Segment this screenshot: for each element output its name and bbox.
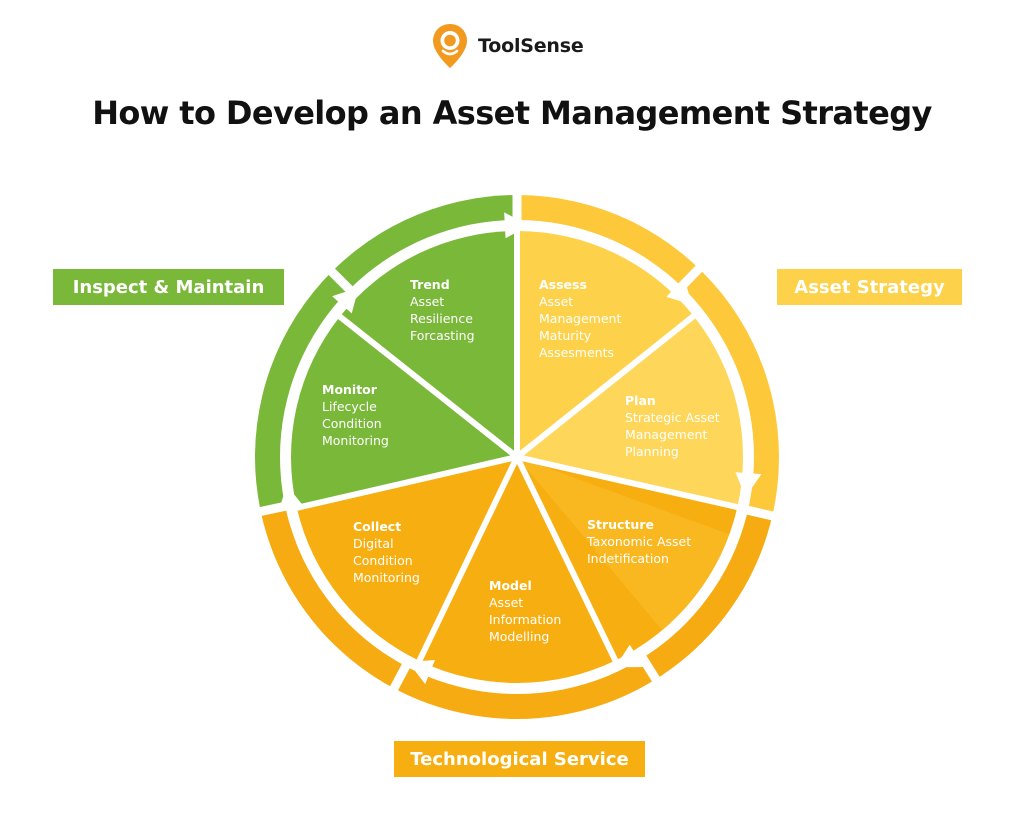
segment-line: Taxonomic Asset xyxy=(586,534,691,549)
arrow-head-6 xyxy=(504,212,530,239)
arrow-head-0 xyxy=(666,277,693,305)
segment-divider-1 xyxy=(515,312,698,460)
segment-1 xyxy=(517,316,743,508)
segment-line: Resilience xyxy=(410,311,473,326)
segment-transition xyxy=(517,457,730,631)
brand-name: ToolSense xyxy=(478,35,584,57)
segment-line: Asset xyxy=(410,294,444,309)
arrow-arc-2 xyxy=(630,542,737,662)
arrow-arc-3 xyxy=(424,666,587,694)
segment-line: Strategic Asset xyxy=(625,410,720,425)
tag-asset-strategy: Asset Strategy xyxy=(777,269,962,305)
ring-divider-3 xyxy=(636,652,661,684)
segment-line: Planning xyxy=(625,444,679,459)
segment-divider-5 xyxy=(294,454,518,512)
segment-4 xyxy=(296,457,517,661)
segment-line: Condition xyxy=(322,416,382,431)
segment-title: Monitor xyxy=(322,382,378,397)
segment-line: Forcasting xyxy=(410,328,475,343)
location-pin-icon xyxy=(433,24,467,68)
arrow-head-4 xyxy=(278,485,304,513)
segment-line: Information xyxy=(489,612,561,627)
segment-label-assess: Assess Asset Management Maturity Assesments xyxy=(539,277,621,360)
segment-divider-2 xyxy=(516,454,740,511)
arrow-head-1 xyxy=(735,472,762,498)
segment-line: Management xyxy=(625,427,707,442)
segment-line: Modelling xyxy=(489,629,549,644)
segment-label-monitor: Monitor Lifecycle Condition Monitoring xyxy=(322,382,389,448)
segment-label-model: Model Asset Information Modelling xyxy=(489,578,561,644)
segment-line: Condition xyxy=(353,553,413,568)
arrow-head-5 xyxy=(332,287,359,314)
segment-title: Collect xyxy=(353,519,401,534)
segment-line: Lifecycle xyxy=(322,399,377,414)
segment-title: Model xyxy=(489,578,532,593)
segment-line: Digital xyxy=(353,536,394,551)
tag-inspect-maintain: Inspect & Maintain xyxy=(53,269,284,305)
inner-segments xyxy=(257,193,776,693)
segment-6 xyxy=(339,231,517,457)
tag-technological-service: Technological Service xyxy=(394,741,645,777)
page-title: How to Develop an Asset Management Strat… xyxy=(92,94,932,132)
segment-line: Indetification xyxy=(587,551,669,566)
arrow-arc-5 xyxy=(280,298,348,454)
brand-logo: ToolSense xyxy=(432,22,584,70)
arrow-head-3 xyxy=(408,660,435,685)
segment-divider-3 xyxy=(514,455,619,664)
segment-line: Maturity xyxy=(539,328,592,343)
segment-line: Asset xyxy=(489,595,523,610)
segment-line: Monitoring xyxy=(322,433,389,448)
segment-labels: Assess Asset Management Maturity Assesments P… xyxy=(322,277,720,644)
segment-title: Assess xyxy=(539,277,587,292)
segment-title: Plan xyxy=(625,393,656,408)
segment-line: Asset xyxy=(539,294,573,309)
ring-divider-4 xyxy=(389,660,412,693)
segment-divider-6 xyxy=(336,313,519,460)
segment-3 xyxy=(419,457,616,683)
ring-divider-2 xyxy=(743,505,776,521)
arrow-arc-6 xyxy=(371,220,510,278)
cycle-arrows xyxy=(278,212,762,694)
segment-label-structure: Structure Taxonomic Asset Indetification xyxy=(586,517,691,566)
segment-line: Management xyxy=(539,311,621,326)
ring-divider-6 xyxy=(327,267,356,296)
segment-label-plan: Plan Strategic Asset Management Planning xyxy=(625,393,720,459)
arrow-head-2 xyxy=(615,644,644,668)
segment-divider-4 xyxy=(415,455,520,664)
segment-title: Trend xyxy=(410,277,450,292)
segment-5 xyxy=(291,316,517,508)
segment-label-collect: Collect Digital Condition Monitoring xyxy=(353,519,420,585)
segment-line: Assesments xyxy=(539,345,614,360)
arrow-arc-1 xyxy=(707,328,754,478)
segment-label-trend: Trend Asset Resilience Forcasting xyxy=(410,277,475,343)
segment-title: Structure xyxy=(587,517,654,532)
arrow-arc-4 xyxy=(285,504,377,644)
arrow-arc-0 xyxy=(528,220,682,294)
segment-0 xyxy=(517,231,694,457)
segment-line: Monitoring xyxy=(353,570,420,585)
